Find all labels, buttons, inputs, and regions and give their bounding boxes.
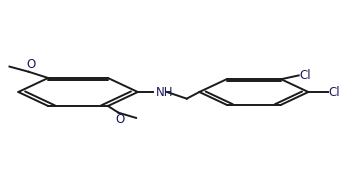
Text: Cl: Cl <box>300 69 311 82</box>
Text: NH: NH <box>155 86 173 98</box>
Text: O: O <box>116 113 125 126</box>
Text: O: O <box>26 58 35 71</box>
Text: Cl: Cl <box>329 86 340 98</box>
